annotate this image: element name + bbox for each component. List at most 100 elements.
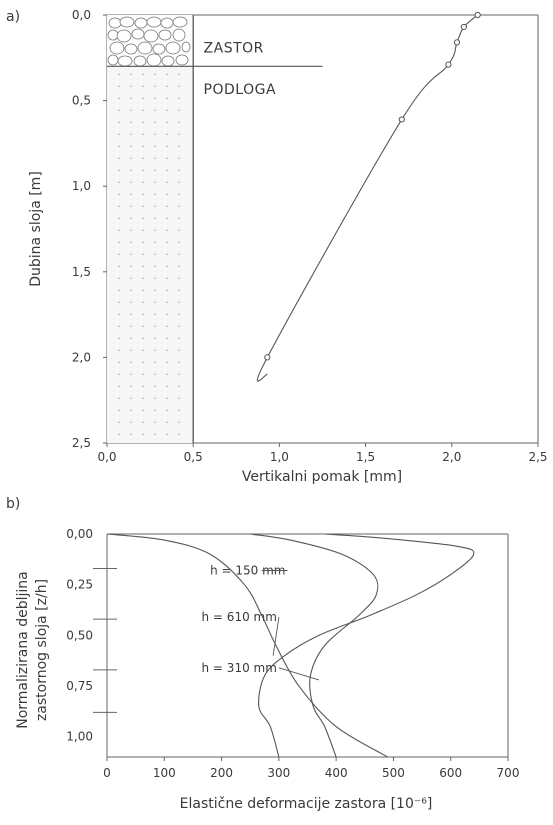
subgrade-dot — [178, 337, 180, 340]
subgrade-dot — [130, 133, 132, 136]
y-axis-title-b-line2: zastornog sloja [z/h] — [34, 579, 50, 721]
displacement-curve — [256, 14, 479, 382]
ballast-stone — [134, 17, 148, 29]
ballast-stone — [181, 41, 191, 53]
subgrade-dot — [142, 337, 144, 340]
subgrade-dot — [178, 325, 180, 328]
y-axis-title-b-line1: Normalizirana debljina — [15, 571, 31, 729]
subgrade-dot — [178, 301, 180, 304]
x-tick-label-b: 300 — [267, 766, 290, 780]
subgrade-dot — [166, 289, 168, 292]
x-tick-label-b: 100 — [153, 766, 176, 780]
ballast-stone — [172, 16, 188, 28]
subgrade-dot — [154, 97, 156, 100]
subgrade-dot — [142, 181, 144, 184]
subgrade-dot — [130, 421, 132, 424]
subgrade-dot — [118, 73, 120, 76]
subgrade-dot — [142, 169, 144, 172]
subgrade-dot — [154, 361, 156, 364]
subgrade-dot — [166, 85, 168, 88]
subgrade-dot — [142, 361, 144, 364]
subgrade-dot — [178, 277, 180, 280]
subgrade-dot — [130, 397, 132, 400]
subgrade-dot — [130, 253, 132, 256]
subgrade-dot — [130, 301, 132, 304]
subgrade-dot — [154, 133, 156, 136]
subgrade-dot — [166, 301, 168, 304]
subgrade-dot — [154, 289, 156, 292]
subgrade-dot — [178, 193, 180, 196]
subgrade-dot — [178, 253, 180, 256]
x-tick-label-a: 2,5 — [528, 450, 547, 464]
axes-a: 0,0 0,5 1,0 1,5 2,0 2,5 0,0 0,5 1,0 1,5 2,0 2,5 — [72, 8, 548, 464]
y-tick-label-b: 0,25 — [66, 578, 93, 592]
ballast-stone — [108, 17, 122, 29]
subgrade-dot — [166, 145, 168, 148]
subgrade-dot — [118, 253, 120, 256]
subgrade-dot — [178, 169, 180, 172]
subgrade-dot — [166, 133, 168, 136]
y-tick-label-a: 0,0 — [72, 8, 91, 22]
subgrade-dot — [130, 373, 132, 376]
subgrade-dot — [142, 289, 144, 292]
subgrade-dot — [178, 265, 180, 268]
subgrade-dot — [166, 433, 168, 436]
x-tick-label-a: 1,0 — [270, 450, 289, 464]
subgrade-dot — [154, 313, 156, 316]
subgrade-dot — [178, 97, 180, 100]
strain-curve — [106, 533, 388, 758]
subgrade-dot — [166, 337, 168, 340]
subgrade-dot — [178, 181, 180, 184]
ballast-stone — [124, 43, 138, 55]
leader-line — [272, 617, 280, 656]
subgrade-dot — [118, 277, 120, 280]
subgrade-dot — [154, 217, 156, 220]
subgrade-dot — [154, 109, 156, 112]
subgrade-dot — [166, 217, 168, 220]
subgrade-dot — [154, 229, 156, 232]
ballast-stone — [119, 16, 135, 28]
subgrade-dot — [166, 361, 168, 364]
subgrade-dot — [142, 253, 144, 256]
subgrade-dot — [154, 301, 156, 304]
y-tick-label-a: 1,0 — [72, 179, 91, 193]
subgrade-dot — [154, 85, 156, 88]
ballast-stone — [152, 43, 166, 55]
subgrade-dot — [130, 289, 132, 292]
subgrade-dot — [130, 205, 132, 208]
subgrade-dot — [178, 313, 180, 316]
subgrade-dot — [130, 97, 132, 100]
subgrade-dot — [118, 397, 120, 400]
subgrade-dot — [166, 313, 168, 316]
ballast-stone — [158, 29, 172, 41]
subgrade-dot — [166, 109, 168, 112]
subgrade-dot — [130, 349, 132, 352]
subgrade-dot — [118, 181, 120, 184]
x-tick-label-a: 0,0 — [97, 450, 116, 464]
subgrade-dot — [118, 217, 120, 220]
subgrade-dot — [178, 121, 180, 124]
y-tick-label-a: 1,5 — [72, 265, 91, 279]
subgrade-dot — [130, 109, 132, 112]
subgrade-dot — [178, 85, 180, 88]
subgrade-dot — [154, 181, 156, 184]
subgrade-dot — [130, 121, 132, 124]
subgrade-dot — [166, 373, 168, 376]
subgrade-dot — [130, 85, 132, 88]
subgrade-dot — [118, 289, 120, 292]
subgrade-dot — [154, 397, 156, 400]
y-tick-label-b: 0,00 — [66, 527, 93, 541]
subgrade-dot — [142, 373, 144, 376]
subgrade-dot — [130, 313, 132, 316]
subgrade-dot — [166, 97, 168, 100]
curve-label: h = 310 mm — [202, 661, 277, 675]
subgrade-dot — [130, 193, 132, 196]
leader-line — [278, 667, 320, 681]
subgrade-dot — [154, 421, 156, 424]
subgrade-dot — [118, 109, 120, 112]
subgrade-dot — [130, 169, 132, 172]
subgrade-dot — [154, 265, 156, 268]
subgrade-dot — [166, 229, 168, 232]
subgrade-dot — [166, 409, 168, 412]
